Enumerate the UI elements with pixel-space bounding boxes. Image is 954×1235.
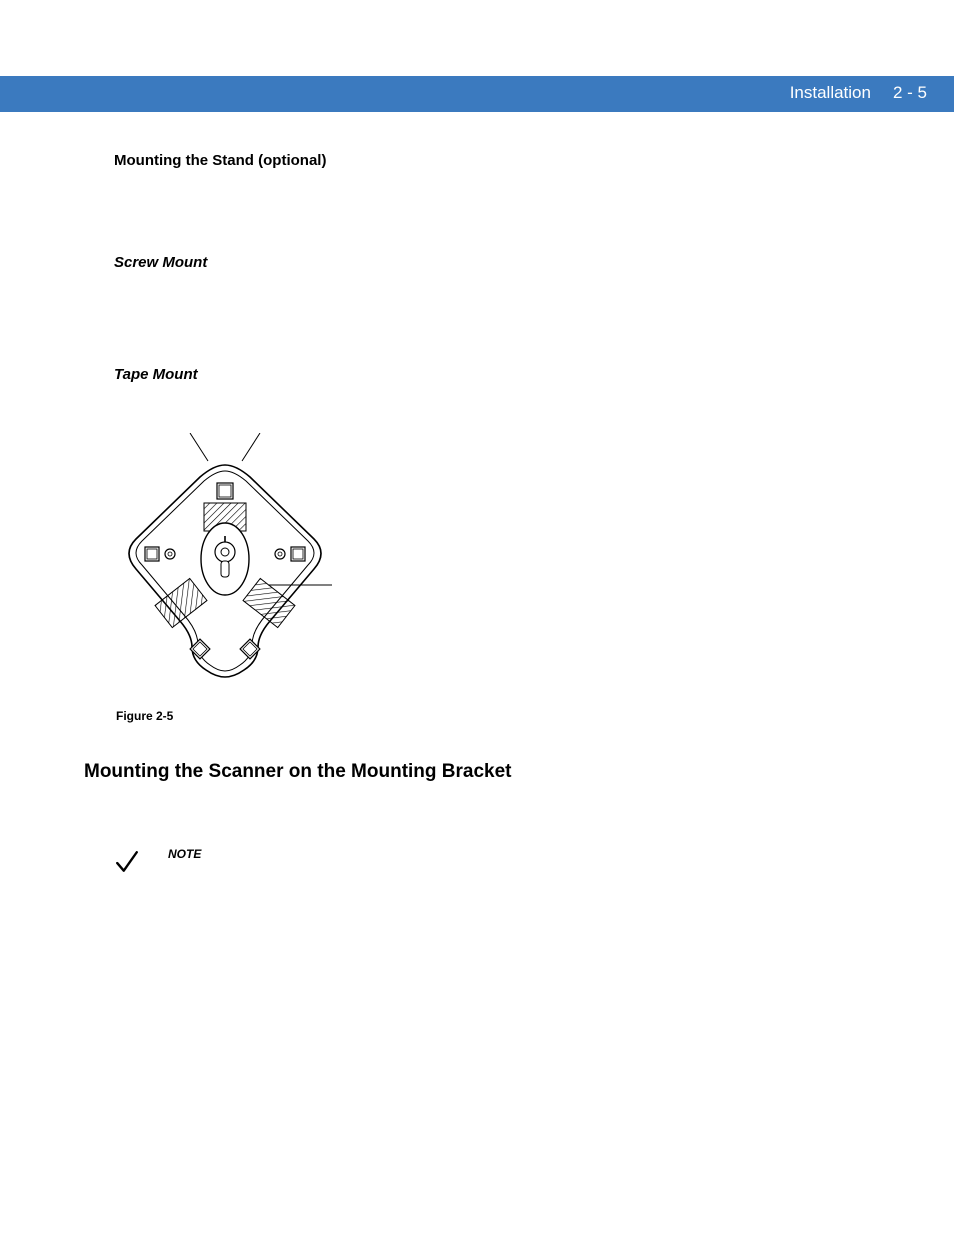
stand-base-diagram (118, 433, 348, 689)
figure-wrap (118, 433, 862, 694)
note-row: NOTE (114, 845, 862, 875)
content-area: Mounting the Stand (optional) Screw Moun… (82, 152, 862, 875)
header-section-label: Installation (790, 83, 871, 103)
heading-tape-mount: Tape Mount (114, 366, 862, 383)
heading-screw-mount: Screw Mount (114, 254, 862, 271)
header-bar: Installation 2 - 5 (0, 76, 954, 112)
heading-mounting-scanner: Mounting the Scanner on the Mounting Bra… (84, 761, 862, 783)
header-text: Installation 2 - 5 (790, 83, 927, 103)
figure-caption: Figure 2-5 (116, 709, 862, 723)
checkmark-icon (114, 849, 140, 875)
header-page-number: 2 - 5 (893, 83, 927, 103)
note-label: NOTE (168, 847, 201, 861)
heading-mounting-stand: Mounting the Stand (optional) (114, 152, 862, 169)
page: Installation 2 - 5 Mounting the Stand (o… (0, 0, 954, 1235)
